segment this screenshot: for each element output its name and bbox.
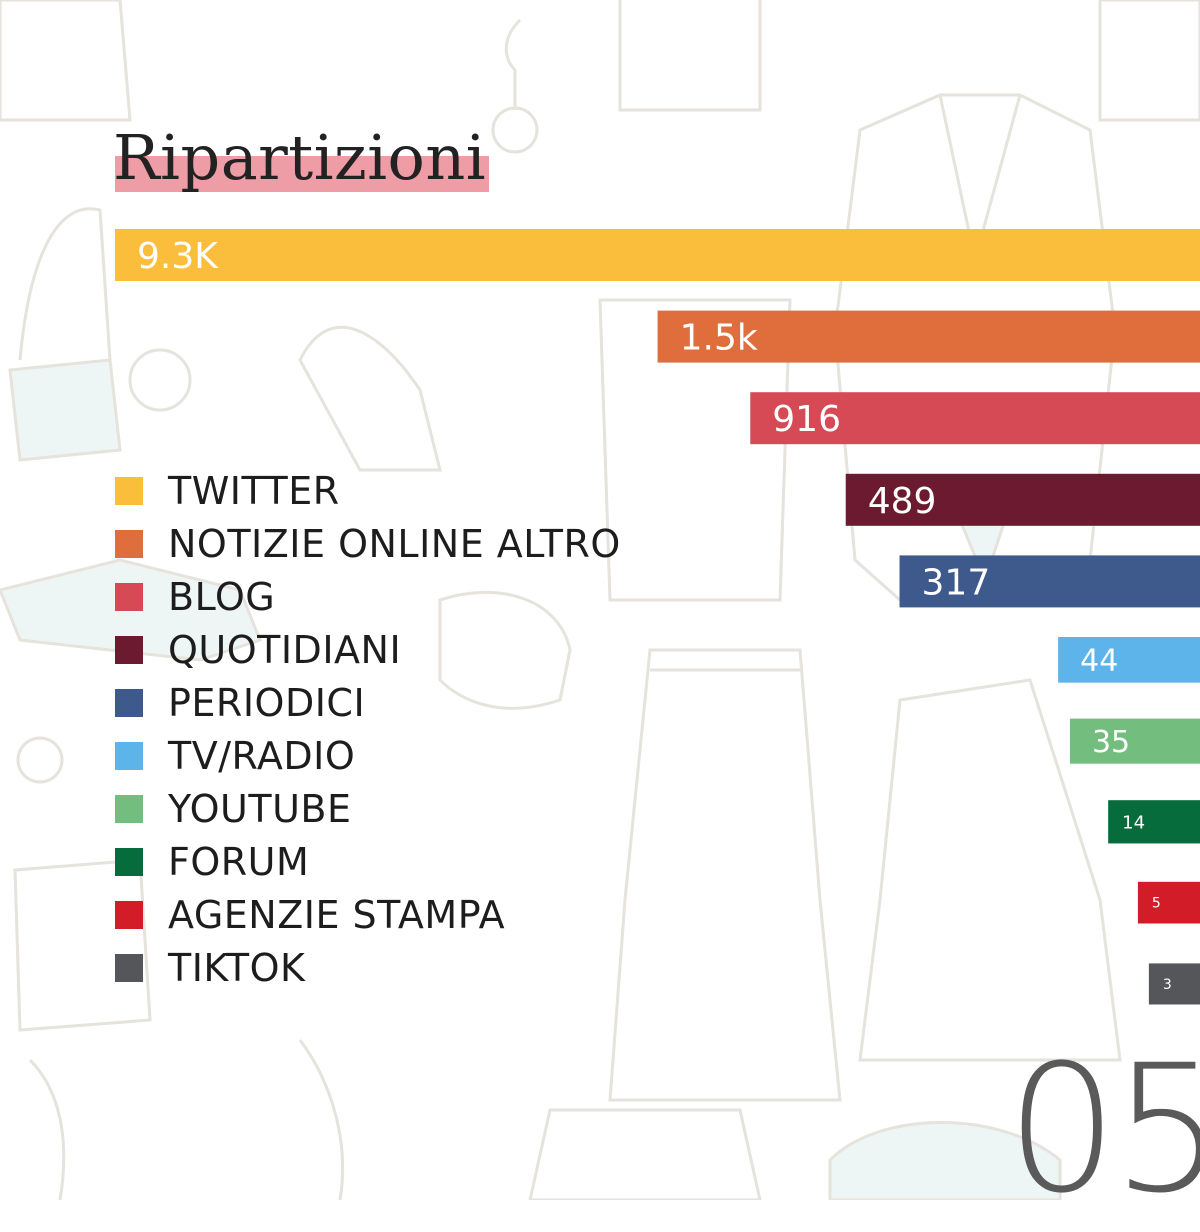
bar-value-label: 916 (772, 399, 841, 440)
legend-item: TWITTER (115, 464, 621, 517)
legend-item: FORUM (115, 835, 621, 888)
chart-legend: TWITTER NOTIZIE ONLINE ALTRO BLOG QUOTIDIAN… (115, 464, 621, 994)
legend-label: FORUM (168, 839, 310, 884)
bar-value-label: 489 (868, 481, 937, 522)
legend-label: AGENZIE STAMPA (168, 892, 506, 937)
legend-swatch (115, 900, 143, 929)
page-number: 05 (1006, 1027, 1200, 1232)
legend-item: TV/RADIO (115, 729, 621, 782)
legend-swatch (115, 476, 143, 505)
legend-swatch (115, 794, 143, 823)
bar-value-label: 35 (1092, 725, 1130, 760)
legend-swatch (115, 741, 143, 770)
background-illustration (0, 0, 1200, 1200)
bar-chart: 9.3K 1.5k 916 489 317 44 35 14 5 3 (115, 229, 1200, 1005)
bar-notizie-online-altro (657, 310, 1200, 363)
bar-tiktok (1148, 963, 1200, 1005)
legend-item: QUOTIDIANI (115, 623, 621, 676)
bar-twitter (115, 229, 1200, 281)
legend-item: PERIODICI (115, 676, 621, 729)
legend-item: TIKTOK (115, 941, 621, 994)
legend-label: TWITTER (168, 468, 340, 513)
bar-tv-radio (1058, 637, 1200, 683)
bar-youtube (1069, 718, 1200, 764)
page-title: Ripartizioni (113, 121, 487, 194)
title-highlight (115, 156, 489, 192)
bar-blog (750, 392, 1200, 445)
legend-item: BLOG (115, 570, 621, 623)
legend-label: NOTIZIE ONLINE ALTRO (168, 521, 621, 566)
legend-swatch (115, 847, 143, 876)
legend-label: TIKTOK (168, 945, 306, 990)
legend-swatch (115, 688, 143, 717)
bar-value-label: 5 (1152, 896, 1161, 912)
bar-quotidiani (845, 473, 1200, 526)
bar-value-label: 1.5k (680, 318, 758, 359)
legend-swatch (115, 529, 143, 558)
bar-agenzie-stampa (1137, 881, 1200, 924)
legend-label: BLOG (168, 574, 276, 619)
bar-value-label: 9.3K (137, 236, 219, 277)
legend-swatch (115, 953, 143, 982)
bar-periodici (899, 555, 1200, 608)
legend-item: NOTIZIE ONLINE ALTRO (115, 517, 621, 570)
legend-item: AGENZIE STAMPA (115, 888, 621, 941)
bar-value-label: 3 (1163, 977, 1172, 993)
bar-forum (1108, 800, 1200, 844)
legend-label: PERIODICI (168, 680, 366, 725)
legend-label: YOUTUBE (168, 786, 352, 831)
legend-swatch (115, 582, 143, 611)
legend-label: TV/RADIO (168, 733, 356, 778)
bar-value-label: 14 (1122, 812, 1145, 833)
legend-item: YOUTUBE (115, 782, 621, 835)
bar-value-label: 44 (1080, 644, 1118, 679)
bar-value-label: 317 (922, 562, 991, 603)
legend-label: QUOTIDIANI (168, 627, 402, 672)
legend-swatch (115, 635, 143, 664)
